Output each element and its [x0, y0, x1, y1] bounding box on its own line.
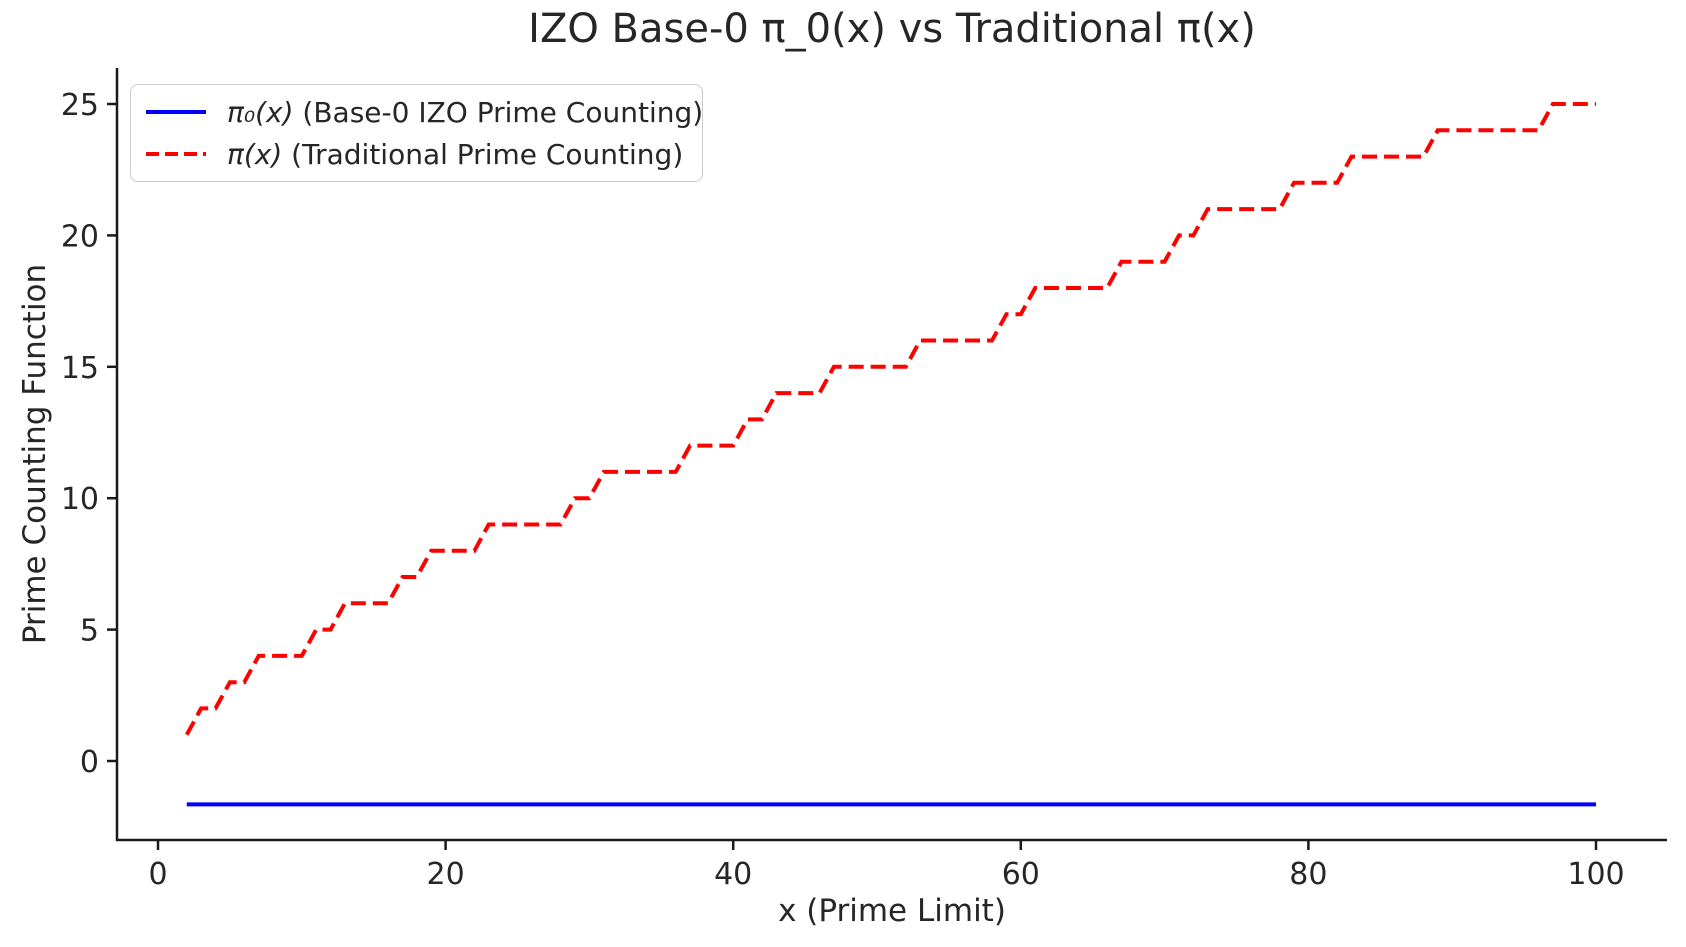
- legend-label-pi: π(x) (Traditional Prime Counting): [227, 138, 683, 171]
- chart-title: IZO Base-0 π_0(x) vs Traditional π(x): [528, 6, 1256, 52]
- y-tick-label: 20: [61, 219, 99, 254]
- y-axis-label: Prime Counting Function: [17, 263, 53, 645]
- y-tick-label: 15: [61, 351, 99, 386]
- x-tick-label: 0: [148, 857, 167, 892]
- y-tick-label: 5: [80, 614, 99, 649]
- x-tick-label: 100: [1567, 857, 1624, 892]
- legend-item-pi: π(x) (Traditional Prime Counting): [145, 133, 692, 175]
- y-tick-label: 10: [61, 482, 99, 517]
- legend: π₀(x) (Base-0 IZO Prime Counting) π(x) (…: [130, 84, 703, 182]
- legend-label-pi0: π₀(x) (Base-0 IZO Prime Counting): [227, 96, 703, 129]
- pi-traditional-line: [185, 102, 1596, 736]
- legend-item-pi0: π₀(x) (Base-0 IZO Prime Counting): [145, 91, 703, 133]
- y-tick-label: 25: [61, 88, 99, 123]
- x-axis-label: x (Prime Limit): [778, 893, 1006, 929]
- x-tick-label: 40: [714, 857, 752, 892]
- y-tick-label: 0: [80, 745, 99, 780]
- x-tick-label: 60: [1002, 857, 1040, 892]
- legend-line-pi0: [146, 110, 206, 114]
- legend-text-pi0: (Base-0 IZO Prime Counting): [293, 95, 704, 129]
- legend-line-pi: [146, 152, 206, 156]
- legend-math-pi: π(x): [227, 137, 283, 171]
- x-tick-label: 20: [427, 857, 465, 892]
- legend-math-pi0: π₀(x): [227, 95, 294, 129]
- x-tick-label: 80: [1289, 857, 1327, 892]
- legend-text-pi: (Traditional Prime Counting): [282, 137, 684, 171]
